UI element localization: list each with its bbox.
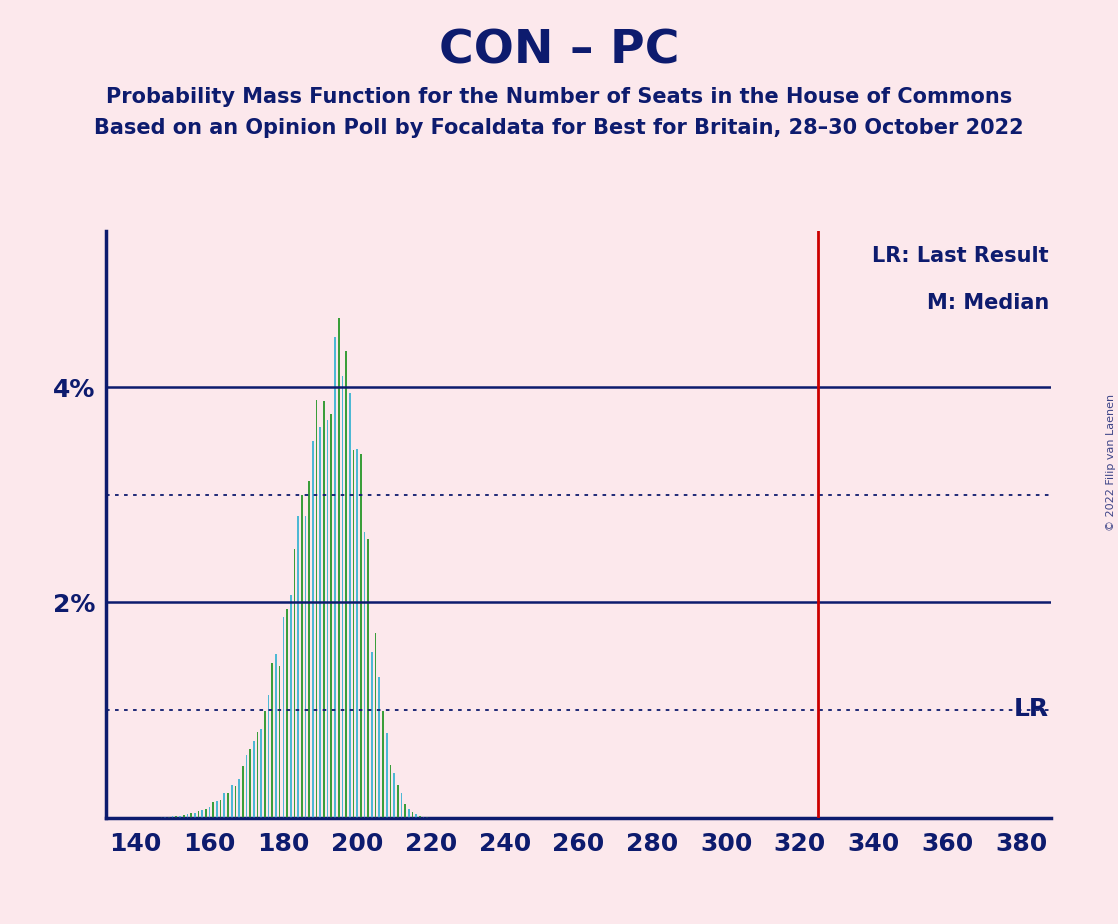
Bar [205,808,207,818]
Bar [264,711,266,818]
Bar [363,532,366,818]
Bar [334,337,335,818]
Text: M: Median: M: Median [927,293,1049,312]
Bar [331,414,332,818]
Bar [190,813,192,818]
Bar [416,814,417,818]
Bar [375,633,377,818]
Bar [253,741,255,818]
Text: LR: Last Result: LR: Last Result [872,246,1049,266]
Bar [246,756,247,818]
Bar [198,811,199,818]
Bar [345,351,347,818]
Bar [216,801,218,818]
Bar [212,802,214,818]
Bar [286,610,287,818]
Bar [220,800,221,818]
Bar [400,793,402,818]
Text: Probability Mass Function for the Number of Seats in the House of Commons: Probability Mass Function for the Number… [106,87,1012,107]
Bar [326,419,329,818]
Bar [193,813,196,818]
Bar [360,455,361,818]
Bar [320,427,321,818]
Bar [389,765,391,818]
Bar [315,400,318,818]
Bar [241,766,244,818]
Bar [304,517,306,818]
Bar [260,729,262,818]
Bar [368,539,369,818]
Text: LR: LR [1014,697,1049,721]
Bar [379,677,380,818]
Bar [423,817,425,818]
Bar [371,652,372,818]
Bar [382,711,383,818]
Bar [394,773,395,818]
Bar [168,817,170,818]
Text: © 2022 Filip van Laenen: © 2022 Filip van Laenen [1106,394,1116,530]
Bar [349,393,351,818]
Bar [224,793,225,818]
Bar [209,807,210,818]
Bar [172,816,173,818]
Bar [275,654,277,818]
Bar [397,784,399,818]
Bar [183,815,184,818]
Bar [309,481,310,818]
Bar [294,549,295,818]
Bar [357,449,358,818]
Bar [230,785,233,818]
Bar [278,666,281,818]
Bar [201,810,203,818]
Bar [249,749,250,818]
Bar [408,808,409,818]
Bar [267,695,269,818]
Bar [179,816,181,818]
Bar [342,375,343,818]
Bar [176,816,177,818]
Bar [405,804,406,818]
Bar [235,786,236,818]
Bar [257,732,258,818]
Bar [272,663,273,818]
Bar [323,401,324,818]
Bar [238,779,240,818]
Bar [283,617,284,818]
Bar [411,812,414,818]
Bar [386,734,388,818]
Bar [297,517,299,818]
Text: Based on an Opinion Poll by Focaldata for Best for Britain, 28–30 October 2022: Based on an Opinion Poll by Focaldata fo… [94,117,1024,138]
Bar [301,494,303,818]
Bar [312,441,314,818]
Bar [290,595,292,818]
Bar [419,816,420,818]
Bar [352,450,354,818]
Bar [227,793,229,818]
Text: CON – PC: CON – PC [438,29,680,73]
Bar [187,814,188,818]
Bar [338,318,340,818]
